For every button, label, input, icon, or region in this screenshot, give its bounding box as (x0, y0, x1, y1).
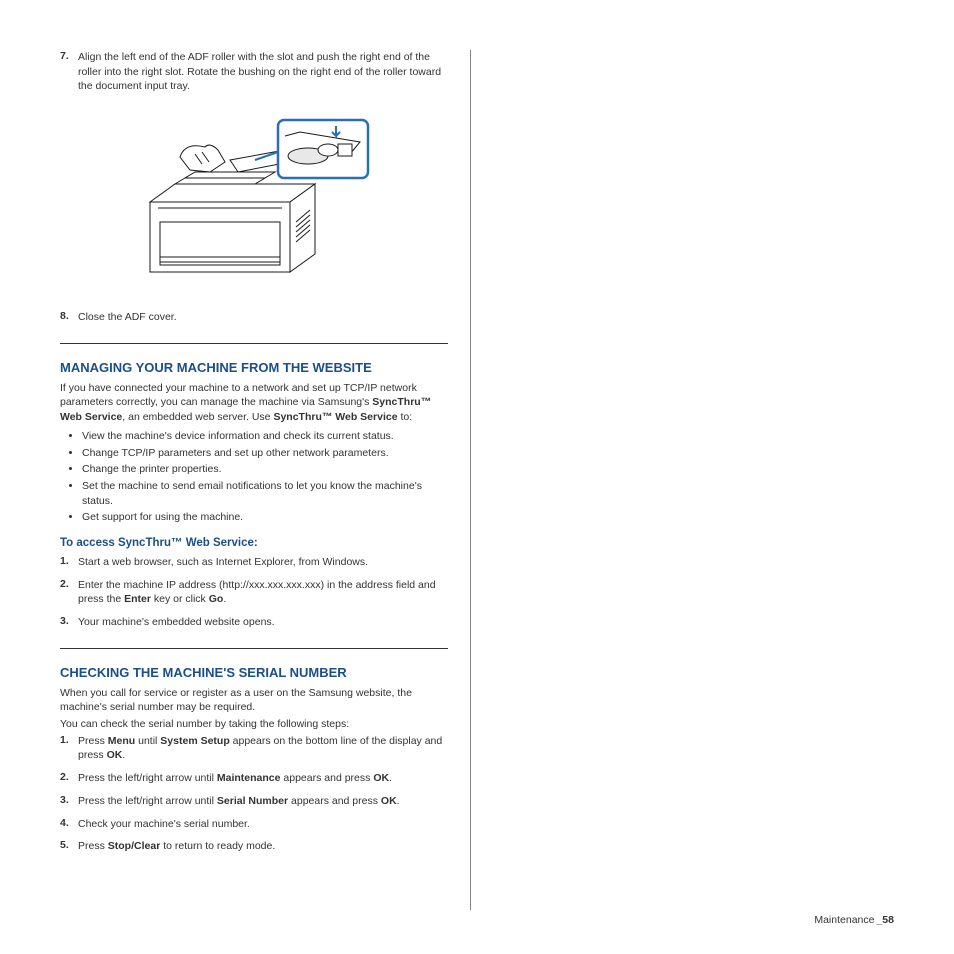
bold: Maintenance (217, 772, 281, 784)
step-number: 1. (60, 555, 78, 570)
step-content: Press the left/right arrow until Mainten… (78, 771, 448, 786)
bold: Enter (124, 593, 151, 605)
step-number: 8. (60, 310, 78, 325)
section-rule (60, 648, 448, 649)
serial-step-1: 1. Press Menu until System Setup appears… (60, 734, 448, 763)
bold: Menu (108, 735, 135, 747)
intro-text: to: (398, 411, 413, 423)
left-column: 7. Align the left end of the ADF roller … (60, 50, 470, 910)
text: until (135, 735, 160, 747)
step-content: Press Menu until System Setup appears on… (78, 734, 448, 763)
text: . (389, 772, 392, 784)
text: Press the left/right arrow until (78, 772, 217, 784)
intro-bold: SyncThru™ Web Service (273, 411, 397, 423)
step-content: Start a web browser, such as Internet Ex… (78, 555, 448, 570)
subheading-access: To access SyncThru™ Web Service: (60, 537, 448, 549)
page-footer: Maintenance_58 (814, 914, 894, 926)
section-heading-web: MANAGING YOUR MACHINE FROM THE WEBSITE (60, 354, 448, 375)
step-content: Close the ADF cover. (78, 310, 448, 325)
bold: OK (381, 795, 397, 807)
serial-step-4: 4. Check your machine's serial number. (60, 817, 448, 832)
bullet-item: View the machine's device information an… (82, 429, 448, 444)
bullet-item: Change TCP/IP parameters and set up othe… (82, 446, 448, 461)
text: Press (78, 840, 108, 852)
section2-intro2: You can check the serial number by takin… (60, 717, 448, 732)
step-content: Check your machine's serial number. (78, 817, 448, 832)
bold: System Setup (160, 735, 229, 747)
section-rule (60, 343, 448, 344)
text: appears and press (281, 772, 374, 784)
step-number: 2. (60, 771, 78, 786)
step-content: Enter the machine IP address (http://xxx… (78, 578, 448, 607)
step-8: 8. Close the ADF cover. (60, 310, 448, 325)
serial-step-3: 3. Press the left/right arrow until Seri… (60, 794, 448, 809)
text: appears and press (288, 795, 381, 807)
step-content: Press Stop/Clear to return to ready mode… (78, 839, 448, 854)
text: . (223, 593, 226, 605)
step-number: 4. (60, 817, 78, 832)
feature-bullets: View the machine's device information an… (82, 429, 448, 525)
step-number: 2. (60, 578, 78, 607)
bullet-item: Change the printer properties. (82, 462, 448, 477)
serial-step-2: 2. Press the left/right arrow until Main… (60, 771, 448, 786)
serial-step-5: 5. Press Stop/Clear to return to ready m… (60, 839, 448, 854)
section1-intro: If you have connected your machine to a … (60, 381, 448, 425)
step-number: 1. (60, 734, 78, 763)
bullet-item: Set the machine to send email notificati… (82, 479, 448, 508)
bold: Go (209, 593, 224, 605)
text: . (397, 795, 400, 807)
right-column (471, 50, 894, 910)
bold: Stop/Clear (108, 840, 161, 852)
text: key or click (151, 593, 209, 605)
intro-text: If you have connected your machine to a … (60, 382, 417, 409)
text: to return to ready mode. (160, 840, 275, 852)
step-number: 3. (60, 615, 78, 630)
printer-illustration (110, 112, 370, 287)
step-7: 7. Align the left end of the ADF roller … (60, 50, 448, 94)
substep-2: 2. Enter the machine IP address (http://… (60, 578, 448, 607)
text: Press the left/right arrow until (78, 795, 217, 807)
footer-pagenum: _58 (876, 914, 894, 926)
section-heading-serial: CHECKING THE MACHINE'S SERIAL NUMBER (60, 659, 448, 680)
footer-label: Maintenance (814, 914, 874, 926)
bold: OK (373, 772, 389, 784)
text: . (122, 749, 125, 761)
intro-text: , an embedded web server. Use (122, 411, 273, 423)
bold: Serial Number (217, 795, 288, 807)
section2-intro1: When you call for service or register as… (60, 686, 448, 715)
step-number: 3. (60, 794, 78, 809)
step-content: Your machine's embedded website opens. (78, 615, 448, 630)
substep-1: 1. Start a web browser, such as Internet… (60, 555, 448, 570)
bold: OK (107, 749, 123, 761)
bullet-item: Get support for using the machine. (82, 510, 448, 525)
step-number: 5. (60, 839, 78, 854)
step-number: 7. (60, 50, 78, 94)
step-content: Align the left end of the ADF roller wit… (78, 50, 448, 94)
substep-3: 3. Your machine's embedded website opens… (60, 615, 448, 630)
step-content: Press the left/right arrow until Serial … (78, 794, 448, 809)
page-container: 7. Align the left end of the ADF roller … (60, 50, 894, 910)
text: Press (78, 735, 108, 747)
